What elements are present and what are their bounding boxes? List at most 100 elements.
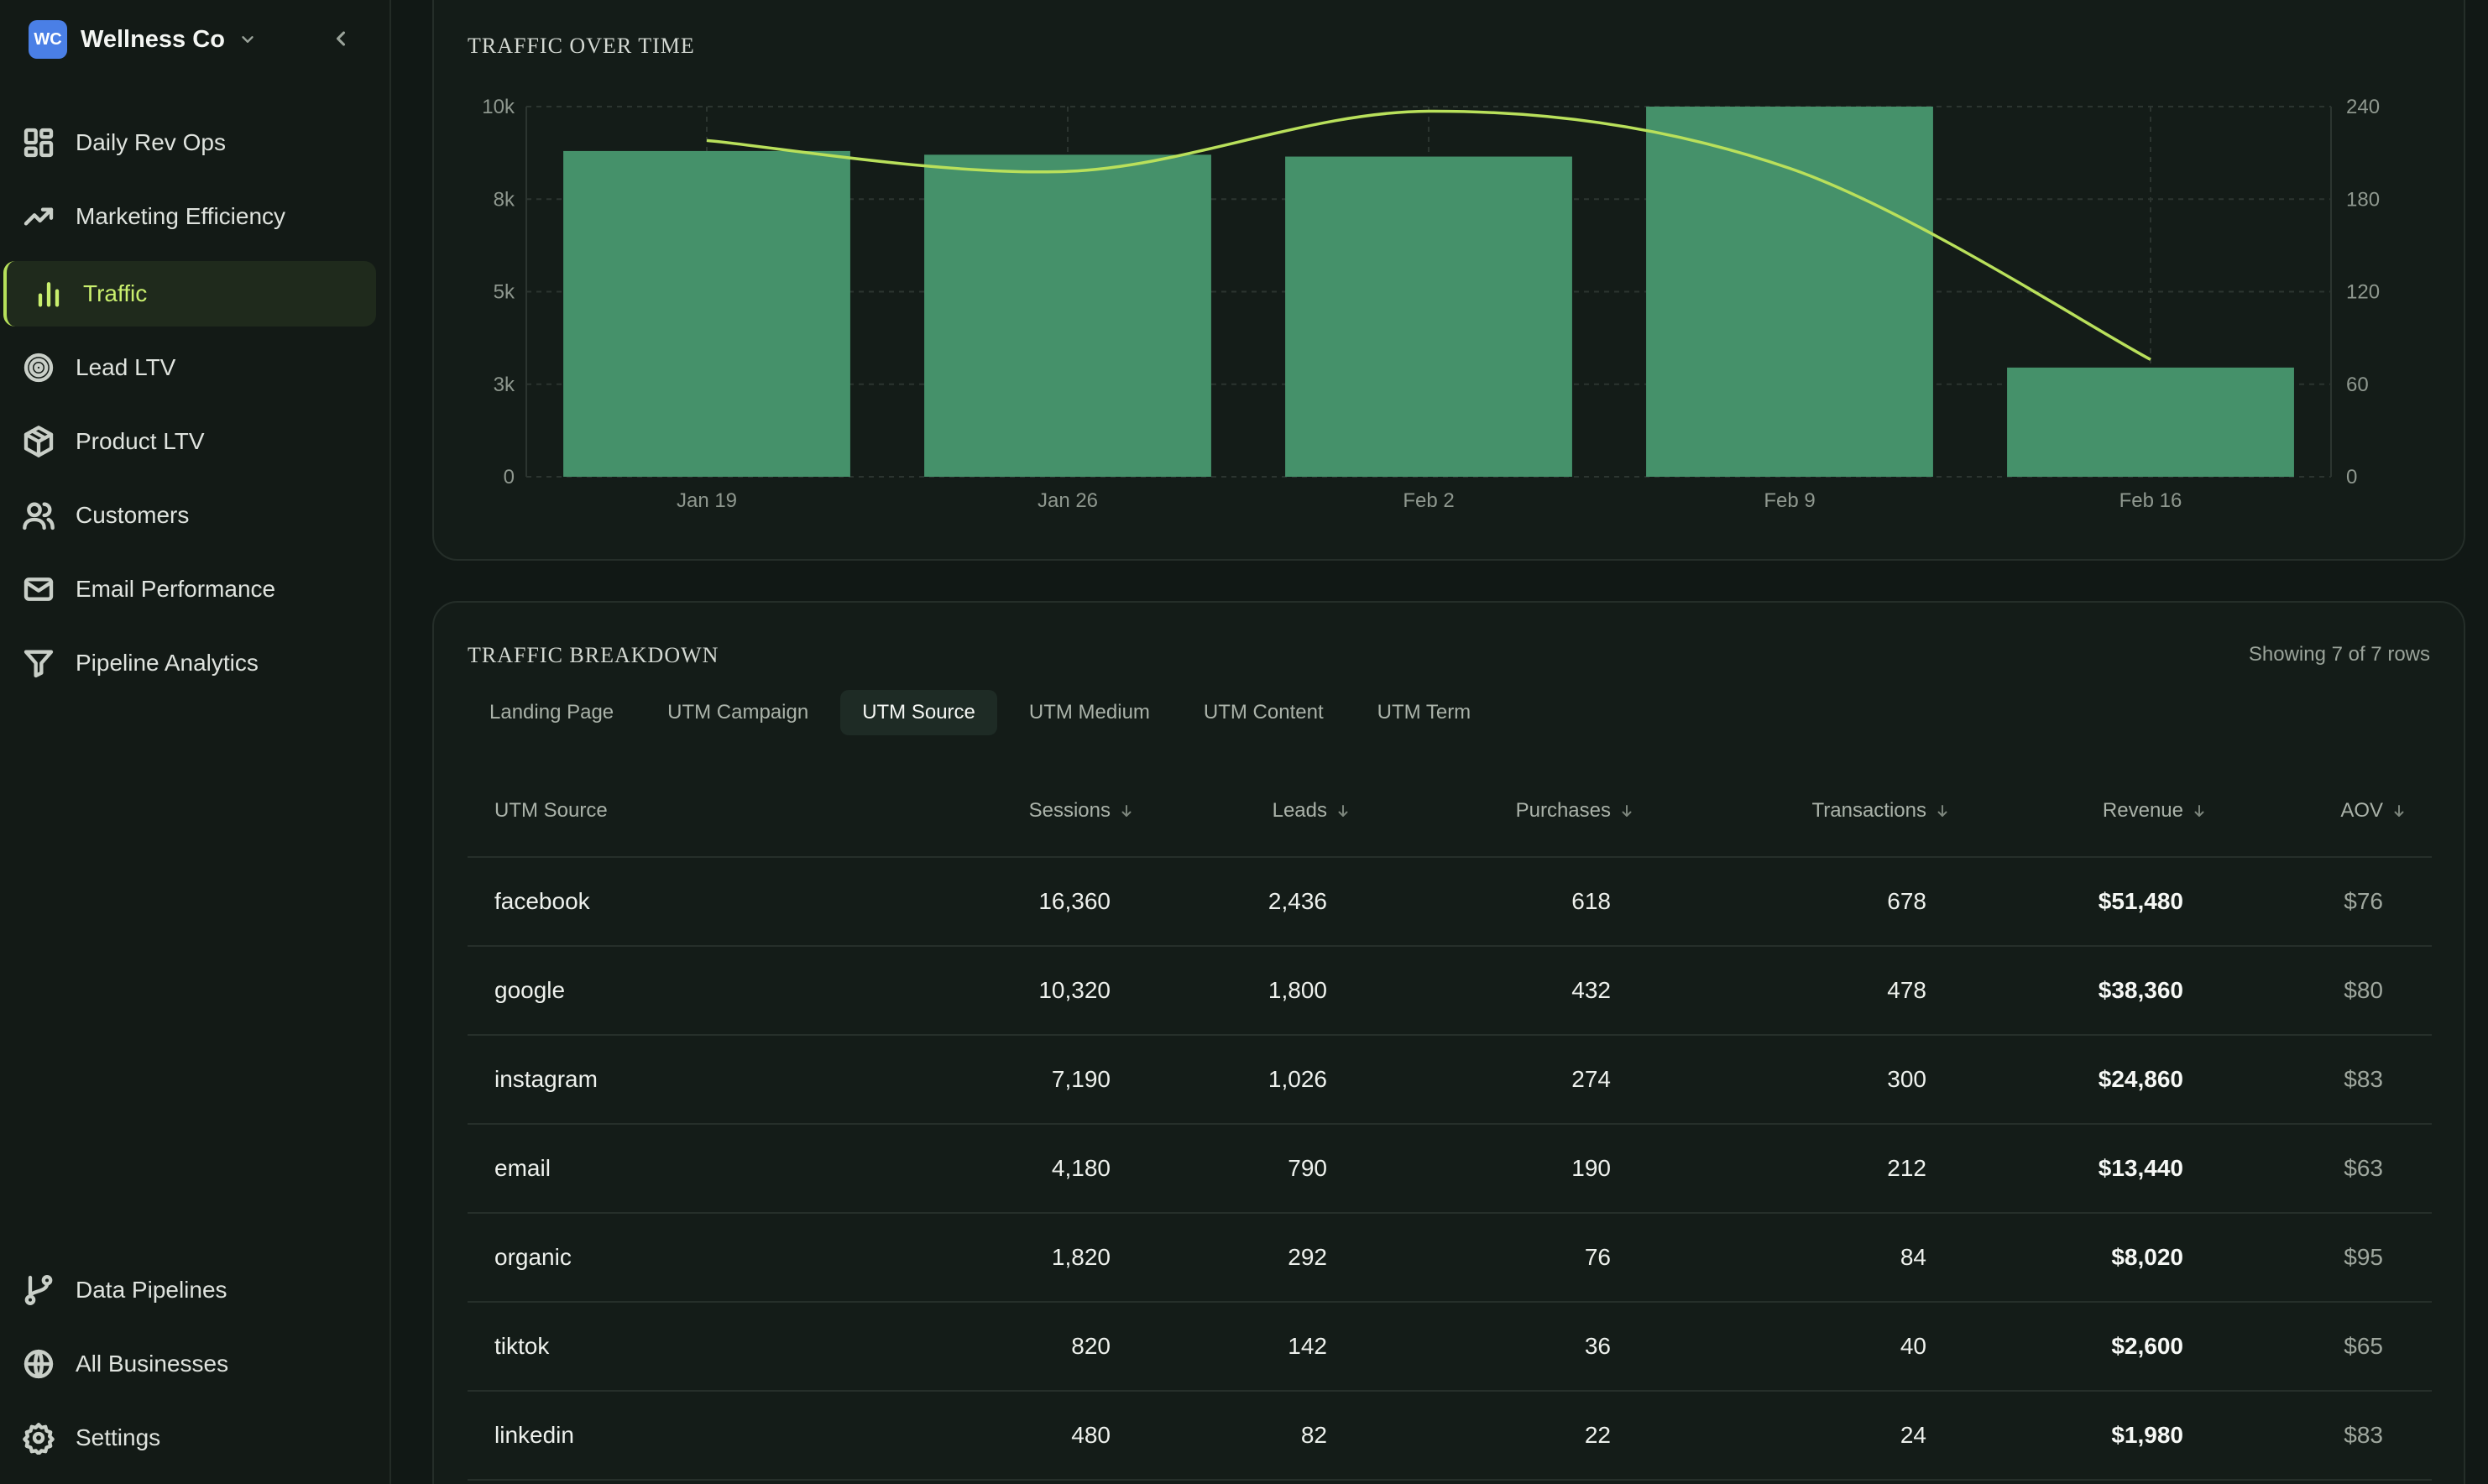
x-tick-label: Jan 26 [1038,489,1098,512]
column-header-aov[interactable]: AOV [2340,799,2407,823]
column-header-label: Sessions [1028,799,1111,822]
cell-revenue: $38,360 [2098,977,2183,1003]
nav-item-traffic[interactable]: Traffic [3,261,376,327]
nav-item-data-pipelines[interactable]: Data Pipelines [3,1257,376,1323]
workspace-switcher[interactable]: WC Wellness Co [29,20,257,59]
column-header-revenue[interactable]: Revenue [2103,799,2207,823]
target-icon [24,353,54,383]
cell-utm-source: tiktok [494,1333,550,1359]
tab-utm-term[interactable]: UTM Term [1377,701,1471,724]
column-header-label: Leads [1272,799,1327,822]
table-row[interactable]: facebook 16,360 2,436 618 678 $51,480 $76 [468,858,2432,947]
column-header-leads[interactable]: Leads [1273,799,1351,823]
cell-leads: 82 [1300,1422,1327,1448]
tab-utm-source[interactable]: UTM Source [840,690,997,735]
y-right-tick-label: 60 [2346,374,2369,396]
column-header-label: Revenue [2102,799,2183,822]
x-tick-label: Jan 19 [677,489,737,512]
nav-item-lead-ltv[interactable]: Lead LTV [3,335,376,400]
chart-title: Traffic Over Time [468,34,695,58]
cell-transactions: 678 [1887,888,1926,914]
nav-label: Lead LTV [76,354,176,380]
tab-landing-page[interactable]: Landing Page [489,701,614,724]
bar [1285,156,1572,477]
cell-purchases: 22 [1584,1422,1611,1448]
nav-item-all-businesses[interactable]: All Businesses [3,1331,376,1397]
cell-utm-source: facebook [494,888,590,914]
users-icon [23,502,55,530]
cell-sessions: 4,180 [1051,1155,1111,1181]
cell-revenue: $2,600 [2111,1333,2183,1359]
traffic-over-time-card: Traffic Over Time 0 0 3k 60 5k 120 8k 180 10k 240… [432,0,2465,561]
cell-purchases: 618 [1571,888,1611,914]
nav-label: Settings [76,1424,161,1450]
nav-item-customers[interactable]: Customers [3,483,376,548]
breakdown-tabs: Landing Page UTM Campaign UTM Source UTM… [468,690,1503,735]
bar [2007,367,2294,477]
table-row[interactable]: tiktok 820 142 36 40 $2,600 $65 [468,1303,2432,1392]
cell-aov: $63 [2344,1155,2383,1181]
nav-label: Daily Rev Ops [76,129,226,155]
cell-leads: 142 [1288,1333,1327,1359]
cell-utm-source: email [494,1155,551,1181]
x-tick-label: Feb 2 [1403,489,1454,512]
cell-aov: $76 [2344,888,2383,914]
column-header-label: Transactions [1811,799,1927,822]
cell-utm-source: organic [494,1244,572,1270]
x-tick-label: Feb 16 [2120,489,2182,512]
nav-item-pipeline-analytics[interactable]: Pipeline Analytics [3,630,376,696]
nav-label: Product LTV [76,428,205,454]
workspace-logo: WC [29,20,67,59]
x-tick-label: Feb 9 [1764,489,1815,512]
mail-icon [24,577,54,601]
nav-label: Traffic [83,280,148,306]
column-header-utm-source: UTM Source [494,799,608,823]
cell-aov: $80 [2344,977,2383,1003]
bar [924,154,1211,477]
nav-item-daily-rev-ops[interactable]: Daily Rev Ops [3,110,376,175]
tab-utm-medium[interactable]: UTM Medium [1028,701,1150,724]
cell-sessions: 480 [1071,1422,1111,1448]
nav-label: All Businesses [76,1351,229,1377]
nav-item-email-performance[interactable]: Email Performance [3,556,376,622]
nav-item-settings[interactable]: Settings [3,1405,376,1471]
series-line [706,109,2151,361]
cell-utm-source: google [494,977,566,1003]
nav-label: Data Pipelines [76,1277,227,1303]
table-row[interactable]: instagram 7,190 1,026 274 300 $24,860 $83 [468,1036,2432,1125]
cell-leads: 790 [1288,1155,1327,1181]
y-left-tick-label: 3k [494,374,515,396]
bar [563,150,850,478]
traffic-breakdown-card: Traffic Breakdown Showing 7 of 7 rows La… [432,601,2465,1484]
cell-revenue: $24,860 [2098,1066,2183,1092]
table-row[interactable]: organic 1,820 292 76 84 $8,020 $95 [468,1214,2432,1303]
cell-sessions: 1,820 [1051,1244,1111,1270]
table-row[interactable]: linkedin 480 82 22 24 $1,980 $83 [468,1392,2432,1481]
sort-arrow-down-icon [2194,805,2204,817]
nav-item-marketing-efficiency[interactable]: Marketing Efficiency [3,184,376,249]
cell-aov: $65 [2344,1333,2383,1359]
y-left-tick-label: 0 [504,466,515,489]
cell-utm-source: linkedin [494,1422,574,1448]
cell-purchases: 432 [1571,977,1611,1003]
table-row[interactable]: email 4,180 790 190 212 $13,440 $63 [468,1125,2432,1214]
column-header-transactions[interactable]: Transactions [1812,799,1951,823]
column-header-purchases[interactable]: Purchases [1516,799,1634,823]
y-right-tick-label: 120 [2346,281,2380,304]
cell-purchases: 36 [1584,1333,1611,1359]
git-branch-icon [24,1275,53,1305]
sort-arrow-down-icon [1338,805,1348,817]
tab-utm-content[interactable]: UTM Content [1203,701,1324,724]
dashboard-icon [24,128,54,158]
column-header-label: Purchases [1515,799,1611,822]
cell-aov: $83 [2344,1422,2383,1448]
collapse-sidebar-button[interactable] [329,27,353,55]
nav-item-product-ltv[interactable]: Product LTV [3,409,376,474]
sort-arrow-down-icon [2394,805,2404,817]
cell-sessions: 7,190 [1051,1066,1111,1092]
table-row[interactable]: google 10,320 1,800 432 478 $38,360 $80 [468,947,2432,1036]
column-header-sessions[interactable]: Sessions [1029,799,1134,823]
tab-utm-campaign[interactable]: UTM Campaign [667,701,809,724]
cell-revenue: $51,480 [2098,888,2183,914]
nav-label: Email Performance [76,576,276,602]
